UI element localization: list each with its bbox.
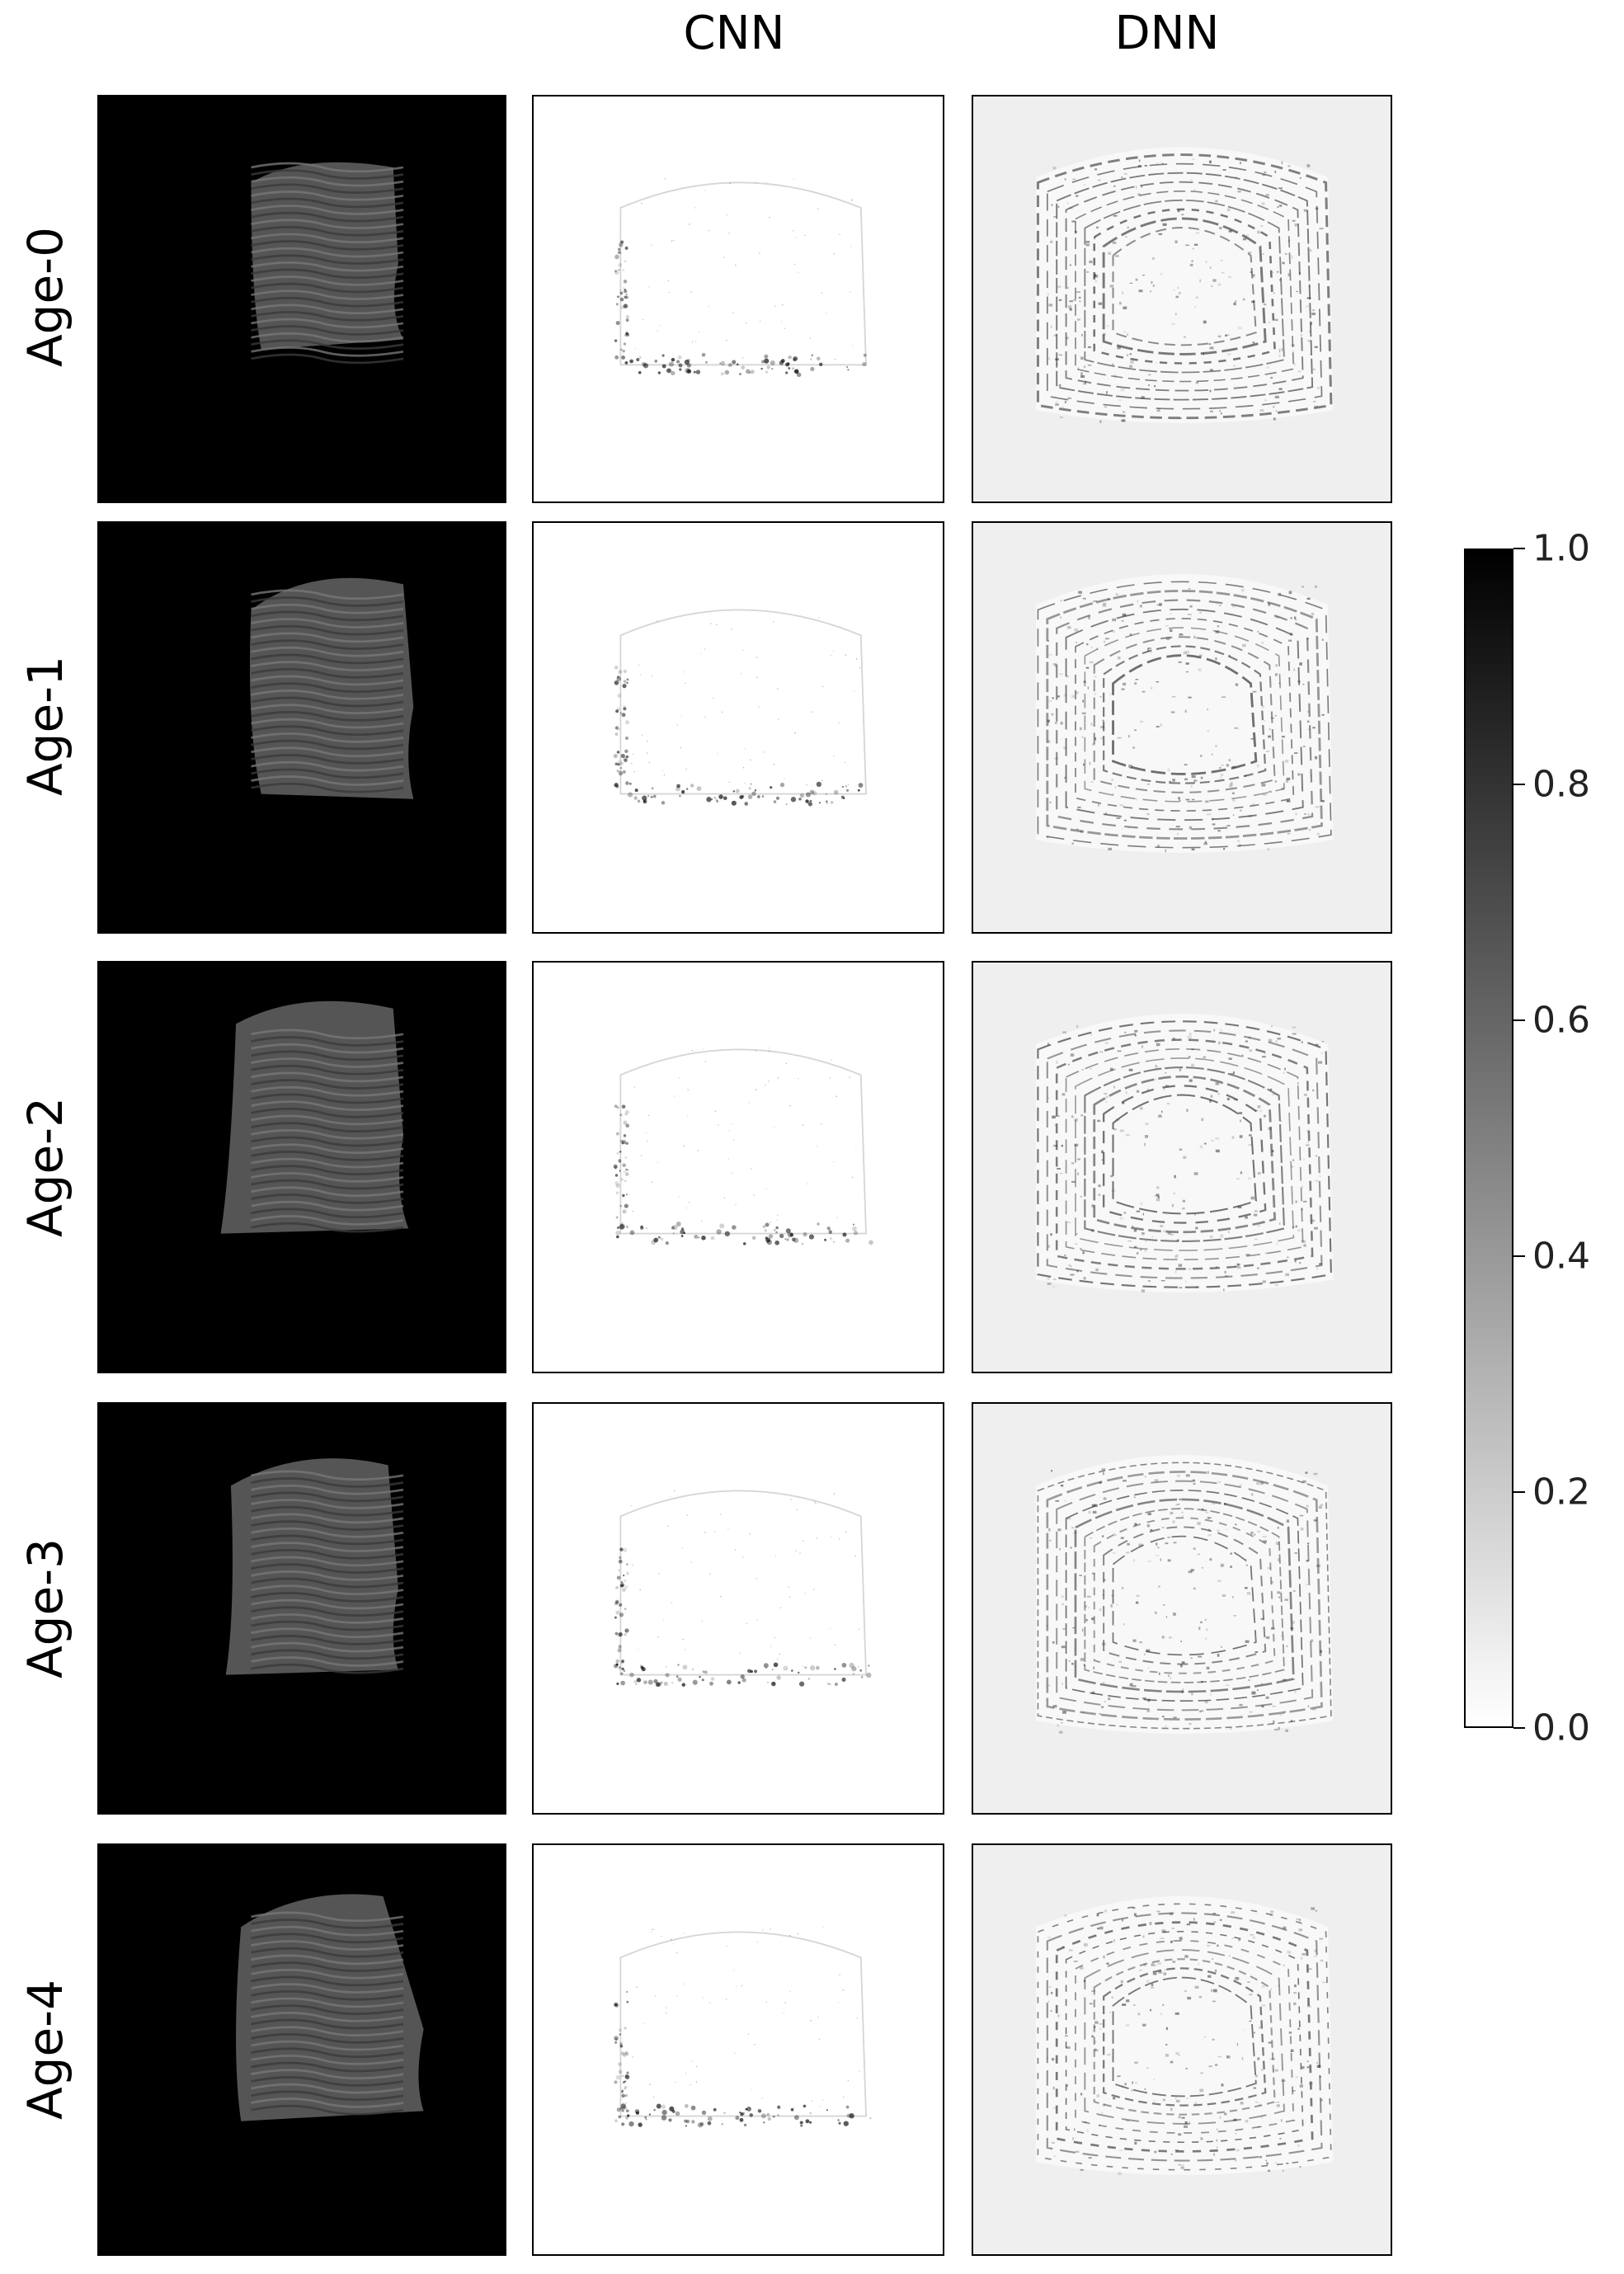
colorbar-tick-label: 1.0 [1532,527,1590,570]
otolith-image-age-2 [97,961,506,1373]
cnn-saliency-map-age-1 [532,521,944,934]
colorbar-tick [1513,1019,1525,1021]
colorbar-tick [1513,1727,1525,1729]
cnn-saliency-map-age-0 [532,95,944,503]
colorbar-tick-label: 0.8 [1532,763,1590,806]
dnn-saliency-map-age-1 [972,521,1392,934]
colorbar-tick-label: 0.0 [1532,1707,1590,1749]
row-label-age-1: Age-1 [17,655,74,797]
colorbar-tick [1513,1491,1525,1493]
cnn-saliency-map-age-4 [532,1843,944,2256]
dnn-saliency-map-age-3 [972,1402,1392,1815]
row-label-age-0: Age-0 [17,226,74,368]
colorbar [1464,548,1513,1728]
colorbar-tick-label: 0.6 [1532,999,1590,1042]
otolith-image-age-4 [97,1843,506,2256]
row-label-age-3: Age-3 [17,1537,74,1679]
otolith-image-age-0 [97,95,506,503]
row-label-age-2: Age-2 [17,1096,74,1238]
cnn-saliency-map-age-3 [532,1402,944,1815]
column-header-dnn: DNN [1114,7,1220,60]
otolith-image-age-3 [97,1402,506,1815]
colorbar-tick-label: 0.2 [1532,1471,1590,1514]
colorbar-tick [1513,784,1525,785]
dnn-saliency-map-age-2 [972,961,1392,1373]
otolith-image-age-1 [97,521,506,934]
dnn-saliency-map-age-4 [972,1843,1392,2256]
dnn-saliency-map-age-0 [972,95,1392,503]
row-label-age-4: Age-4 [17,1979,74,2121]
column-header-cnn: CNN [683,7,785,60]
colorbar-tick [1513,1255,1525,1257]
colorbar-tick [1513,548,1525,549]
cnn-saliency-map-age-2 [532,961,944,1373]
colorbar-tick-label: 0.4 [1532,1235,1590,1278]
